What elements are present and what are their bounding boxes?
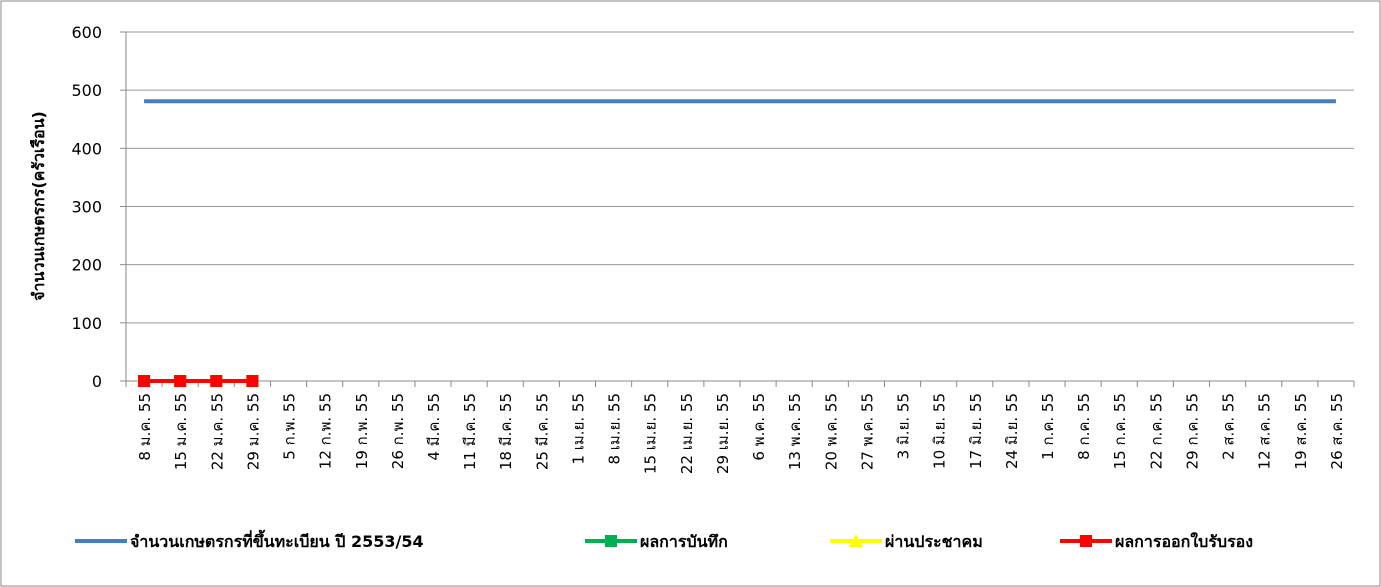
marker bbox=[138, 375, 151, 387]
y-axis-title: จำนวนเกษตรกร(ครัวเรือน) bbox=[29, 111, 48, 301]
x-tick-label: 12 ส.ค. 55 bbox=[1256, 393, 1274, 469]
x-tick-label: 22 ก.ค. 55 bbox=[1147, 393, 1165, 469]
x-tick-label: 8 เม.ย. 55 bbox=[606, 393, 624, 465]
legend-label: ผลการบันทึก bbox=[640, 532, 728, 551]
legend-label: ผลการออกใบรับรอง bbox=[1115, 532, 1253, 551]
x-tick-label: 2 ส.ค. 55 bbox=[1220, 393, 1238, 460]
y-tick-label: 600 bbox=[71, 23, 102, 42]
marker bbox=[246, 375, 259, 387]
x-tick-label: 3 มิ.ย. 55 bbox=[895, 393, 913, 459]
x-tick-label: 24 มิ.ย. 55 bbox=[1003, 393, 1021, 469]
x-tick-label: 15 ม.ค. 55 bbox=[172, 393, 190, 470]
x-tick-label: 5 ก.พ. 55 bbox=[281, 393, 299, 460]
x-tick-label: 10 มิ.ย. 55 bbox=[931, 393, 949, 469]
x-tick-label: 1 เม.ย. 55 bbox=[569, 393, 587, 465]
x-tick-label: 19 ก.พ. 55 bbox=[353, 393, 371, 469]
x-tick-label: 15 เม.ย. 55 bbox=[642, 393, 660, 474]
x-tick-label: 17 มิ.ย. 55 bbox=[967, 393, 985, 469]
x-tick-label: 29 ม.ค. 55 bbox=[244, 393, 262, 470]
x-tick-label: 1 ก.ค. 55 bbox=[1039, 393, 1057, 460]
marker bbox=[174, 375, 187, 387]
x-tick-label: 22 เม.ย. 55 bbox=[678, 393, 696, 474]
x-tick-label: 11 มี.ค. 55 bbox=[461, 393, 479, 470]
x-tick-label: 20 พ.ค. 55 bbox=[822, 393, 840, 470]
marker bbox=[1080, 535, 1092, 547]
y-tick-label: 500 bbox=[71, 81, 102, 100]
marker bbox=[849, 534, 863, 547]
x-tick-label: 29 ก.ค. 55 bbox=[1183, 393, 1201, 469]
y-tick-label: 200 bbox=[71, 256, 102, 275]
x-tick-label: 26 ก.พ. 55 bbox=[389, 393, 407, 469]
y-tick-label: 400 bbox=[71, 139, 102, 158]
x-tick-label: 22 ม.ค. 55 bbox=[208, 393, 226, 470]
x-tick-label: 4 มี.ค. 55 bbox=[425, 393, 443, 461]
x-tick-label: 8 ม.ค. 55 bbox=[136, 393, 154, 461]
x-tick-label: 18 มี.ค. 55 bbox=[497, 393, 515, 470]
marker bbox=[210, 375, 223, 387]
legend-label: ผ่านประชาคม bbox=[885, 532, 983, 551]
y-tick-label: 0 bbox=[92, 372, 102, 391]
legend-label: จำนวนเกษตรกรที่ขึ้นทะเบียน ปี 2553/54 bbox=[130, 529, 424, 551]
x-tick-label: 8 ก.ค. 55 bbox=[1075, 393, 1093, 460]
y-tick-label: 100 bbox=[71, 314, 102, 333]
x-tick-label: 12 ก.พ. 55 bbox=[317, 393, 335, 469]
x-tick-label: 26 ส.ค. 55 bbox=[1328, 393, 1346, 469]
x-tick-label: 19 ส.ค. 55 bbox=[1292, 393, 1310, 469]
marker bbox=[605, 535, 617, 547]
x-tick-label: 6 พ.ค. 55 bbox=[750, 393, 768, 461]
x-tick-label: 29 เม.ย. 55 bbox=[714, 393, 732, 474]
x-tick-label: 25 มี.ค. 55 bbox=[533, 393, 551, 470]
x-tick-label: 13 พ.ค. 55 bbox=[786, 393, 804, 470]
x-tick-label: 27 พ.ค. 55 bbox=[858, 393, 876, 470]
x-tick-label: 15 ก.ค. 55 bbox=[1111, 393, 1129, 469]
y-tick-label: 300 bbox=[71, 198, 102, 217]
